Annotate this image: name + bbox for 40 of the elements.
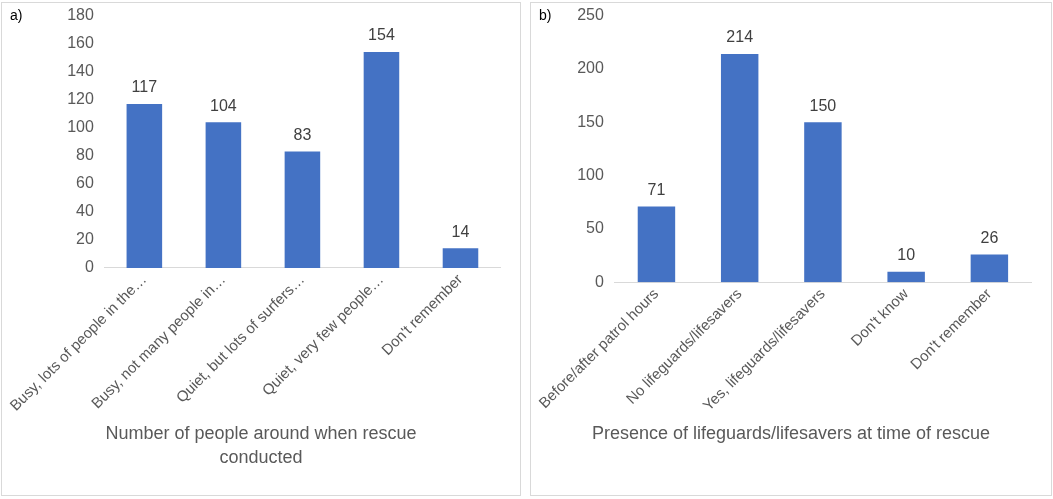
- data-label: 10: [897, 246, 916, 264]
- bar: [126, 103, 163, 268]
- bar: [887, 271, 925, 283]
- y-tick-label: 20: [76, 230, 94, 248]
- y-tick-label: 0: [594, 272, 604, 290]
- bar: [442, 248, 479, 268]
- data-label: 83: [293, 126, 312, 144]
- y-tick-label: 50: [586, 219, 604, 237]
- data-label: 154: [368, 26, 395, 44]
- bar: [720, 54, 759, 283]
- y-tick-label: 120: [67, 90, 94, 108]
- bar: [205, 122, 242, 268]
- text: a): [10, 6, 23, 23]
- y-tick-label: 40: [76, 202, 94, 220]
- y-tick-label: 80: [76, 146, 94, 164]
- data-label: 214: [726, 28, 754, 46]
- data-label: 117: [131, 78, 158, 96]
- y-tick-label: 60: [76, 174, 94, 192]
- y-tick-label: 140: [67, 62, 94, 80]
- y-tick-label: 250: [577, 6, 604, 24]
- y-tick-label: 180: [67, 6, 94, 24]
- y-tick-label: 100: [67, 118, 94, 136]
- y-tick-label: 200: [577, 59, 604, 77]
- y-tick-label: 150: [577, 112, 604, 130]
- x-axis-title: Presence of lifeguards/lifesavers at time of rescue: [590, 422, 992, 445]
- y-tick-label: 0: [84, 258, 94, 276]
- bar: [363, 52, 400, 268]
- data-label: 104: [210, 96, 237, 114]
- bar: [970, 254, 1009, 283]
- data-label: 150: [809, 96, 837, 114]
- bar: [804, 122, 842, 283]
- data-label: 71: [647, 180, 666, 198]
- data-label: 26: [980, 229, 999, 247]
- text: b): [539, 6, 552, 23]
- data-label: 14: [451, 222, 470, 240]
- bar: [637, 206, 676, 283]
- y-tick-label: 100: [577, 166, 604, 184]
- bar: [284, 151, 321, 268]
- x-axis-title: Number of people around when rescue conducted: [104, 422, 418, 469]
- y-tick-label: 160: [67, 34, 94, 52]
